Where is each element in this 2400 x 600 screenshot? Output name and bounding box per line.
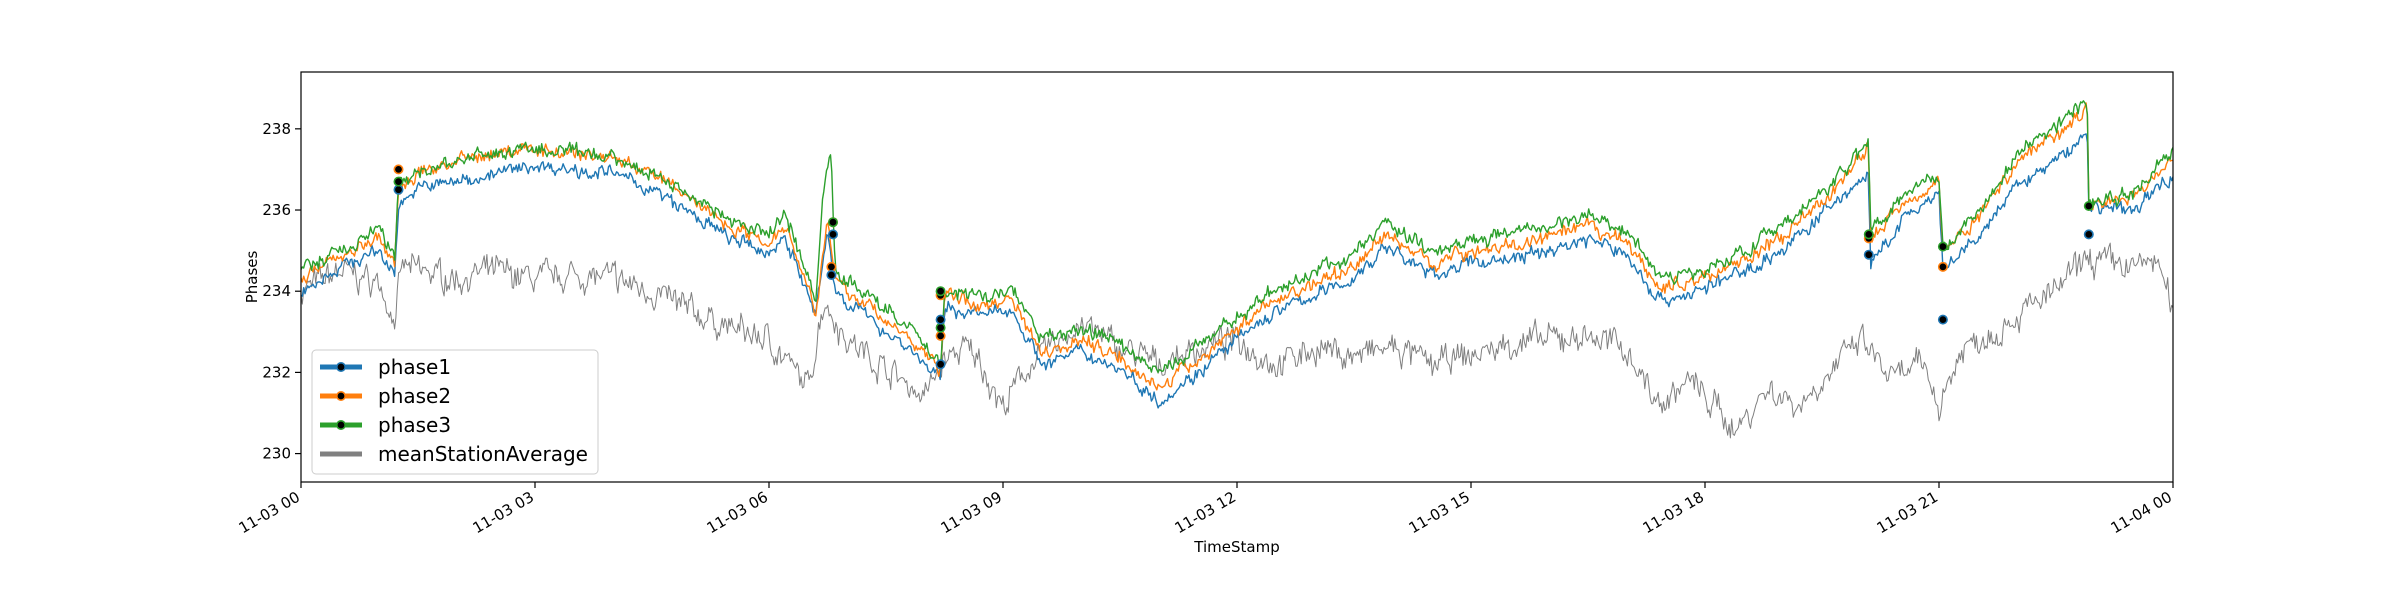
y-tick-label: 236: [262, 201, 291, 219]
legend-marker-phase1: [335, 361, 346, 372]
marker-phase3-13: [935, 286, 946, 297]
legend-label-phase3: phase3: [378, 413, 451, 437]
marker-phase3-19: [1937, 241, 1948, 252]
legend-entries: phase1 phase2 phase3 meanStationAverage: [320, 355, 588, 466]
y-tick-label: 234: [262, 282, 291, 300]
legend-label-phase2: phase2: [378, 384, 451, 408]
series-line-phase1: [301, 133, 2173, 409]
marker-layer: [393, 164, 2094, 370]
marker-phase2-1: [393, 164, 404, 175]
marker-phase3-10: [935, 322, 946, 333]
y-tick-label: 230: [262, 445, 291, 463]
legend-label-meanStationAverage: meanStationAverage: [378, 442, 588, 466]
marker-phase1-20: [2083, 229, 2094, 240]
marker-phase1-14: [1863, 249, 1874, 260]
y-tick-label: 232: [262, 363, 291, 381]
legend: phase1 phase2 phase3 meanStationAverage: [311, 349, 599, 475]
y-axis: 230 232 234 236 238: [262, 120, 301, 463]
marker-phase3-16: [1863, 229, 1874, 240]
marker-phase3-21: [2083, 201, 2094, 212]
legend-label-phase1: phase1: [378, 355, 451, 379]
marker-phase1-7: [826, 269, 837, 280]
marker-phase1-8: [935, 359, 946, 370]
marker-phase1-11: [935, 314, 946, 325]
x-axis-title: TimeStamp: [1193, 538, 1279, 556]
legend-box: [311, 349, 599, 475]
marker-phase2-18: [1937, 261, 1948, 272]
marker-phase1-17: [1937, 314, 1948, 325]
series-line-phase3: [301, 100, 2173, 374]
marker-phase2-6: [826, 261, 837, 272]
marker-phase1-3: [827, 229, 838, 240]
y-axis-title: Phases: [243, 251, 261, 304]
marker-phase3-5: [827, 217, 838, 228]
y-tick-label: 238: [262, 120, 291, 138]
legend-marker-phase2: [335, 390, 346, 401]
series-layer: [301, 100, 2173, 439]
marker-phase1-0: [393, 184, 404, 195]
series-line-phase2: [301, 102, 2173, 391]
marker-phase2-9: [935, 330, 946, 341]
legend-marker-phase3: [335, 419, 346, 430]
marker-phase3-2: [393, 176, 404, 187]
